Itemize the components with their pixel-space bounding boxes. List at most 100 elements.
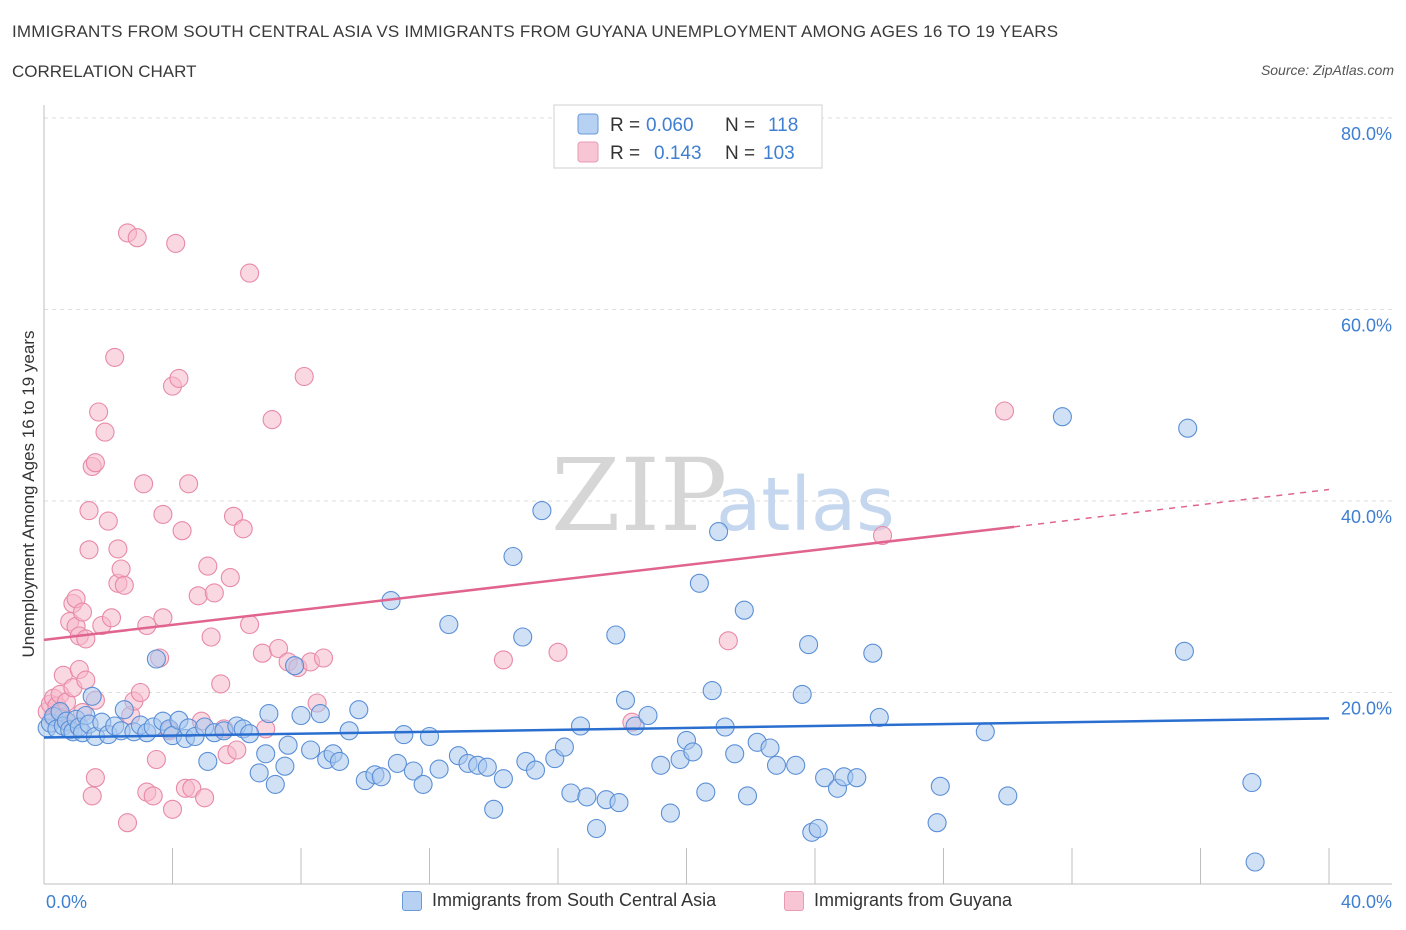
point-south-central-asia-65 — [439, 614, 459, 635]
point-guyana-79 — [262, 410, 282, 430]
y-tick-labels: 20.0% 40.0% 60.0% 80.0% — [1341, 124, 1392, 719]
point-south-central-asia-109 — [808, 818, 828, 839]
point-south-central-asia-113 — [847, 768, 867, 788]
point-guyana-48 — [143, 786, 163, 806]
trend-line-guyana-extension — [1014, 488, 1330, 528]
point-guyana-22 — [79, 501, 99, 521]
point-guyana-57 — [169, 368, 189, 388]
point-south-central-asia-47 — [291, 705, 311, 726]
point-south-central-asia-46 — [285, 656, 305, 676]
point-south-central-asia-121 — [1178, 418, 1198, 438]
legend-swatch-blue — [402, 890, 422, 911]
stats-r-value-blue: 0.060 — [646, 115, 694, 136]
point-guyana-52 — [153, 504, 173, 524]
point-guyana-68 — [211, 674, 231, 694]
point-south-central-asia-80 — [570, 716, 591, 736]
point-south-central-asia-62 — [413, 774, 433, 794]
point-guyana-49 — [146, 749, 166, 770]
legend-item-south-central-asia: Immigrants from South Central Asia — [402, 890, 716, 911]
point-guyana-23 — [79, 540, 99, 560]
point-south-central-asia-124 — [1245, 852, 1265, 872]
point-south-central-asia-42 — [259, 704, 279, 724]
point-guyana-26 — [85, 768, 105, 788]
point-south-central-asia-14 — [82, 686, 102, 706]
stats-r-label-pink: R = — [610, 143, 640, 164]
point-south-central-asia-119 — [998, 786, 1018, 806]
point-guyana-83 — [294, 366, 314, 387]
point-south-central-asia-49 — [310, 704, 330, 724]
point-south-central-asia-105 — [786, 755, 806, 775]
point-south-central-asia-79 — [561, 783, 581, 803]
point-south-central-asia-60 — [394, 725, 414, 745]
point-guyana-25 — [82, 786, 102, 806]
point-south-central-asia-85 — [609, 793, 629, 813]
point-south-central-asia-64 — [429, 759, 449, 779]
legend-swatch-pink — [784, 890, 804, 911]
point-guyana-44 — [130, 682, 150, 703]
watermark: ZIP atlas — [551, 437, 895, 554]
point-south-central-asia-34 — [198, 751, 218, 771]
point-south-central-asia-97 — [709, 522, 729, 542]
point-south-central-asia-99 — [725, 744, 745, 764]
point-south-central-asia-71 — [493, 769, 513, 789]
point-south-central-asia-61 — [403, 761, 423, 781]
source-label: Source: ZipAtlas.com — [1260, 62, 1394, 78]
point-guyana-37 — [111, 559, 131, 579]
point-guyana-71 — [220, 568, 240, 588]
point-guyana-27 — [85, 453, 105, 473]
y-axis-label: Unemployment Among Ages 16 to 19 years — [19, 331, 38, 658]
point-south-central-asia-73 — [513, 627, 533, 647]
series-south-central-asia-points — [37, 407, 1265, 872]
point-guyana-21 — [76, 670, 96, 690]
point-south-central-asia-115 — [869, 707, 889, 727]
point-south-central-asia-89 — [651, 755, 671, 775]
stats-n-label-blue: N = — [725, 115, 755, 136]
point-south-central-asia-20 — [114, 700, 134, 720]
point-guyana-90 — [718, 631, 738, 651]
point-south-central-asia-86 — [615, 690, 636, 710]
point-south-central-asia-122 — [1174, 641, 1194, 661]
point-south-central-asia-96 — [702, 681, 722, 701]
point-south-central-asia-103 — [760, 738, 780, 758]
point-south-central-asia-72 — [503, 546, 523, 567]
point-south-central-asia-123 — [1242, 772, 1262, 793]
point-south-central-asia-78 — [554, 737, 574, 757]
point-south-central-asia-84 — [606, 625, 626, 645]
point-south-central-asia-25 — [146, 649, 166, 669]
point-guyana-39 — [117, 813, 138, 833]
point-south-central-asia-57 — [371, 767, 391, 787]
point-south-central-asia-82 — [586, 818, 607, 839]
point-guyana-74 — [233, 519, 253, 539]
stats-legend-swatch-blue — [577, 113, 599, 135]
point-south-central-asia-110 — [815, 768, 835, 788]
watermark-zip: ZIP — [551, 437, 727, 554]
point-guyana-34 — [105, 347, 125, 367]
chart-subtitle: CORRELATION CHART — [12, 62, 197, 81]
stats-legend-swatch-pink — [577, 141, 599, 163]
legend-label-guyana: Immigrants from Guyana — [814, 890, 1013, 910]
point-south-central-asia-63 — [419, 726, 440, 747]
point-south-central-asia-120 — [1052, 407, 1072, 427]
point-south-central-asia-88 — [638, 705, 658, 726]
point-south-central-asia-95 — [696, 782, 716, 802]
point-south-central-asia-93 — [683, 742, 703, 762]
grid — [44, 117, 1392, 693]
point-south-central-asia-70 — [484, 799, 504, 819]
point-south-central-asia-87 — [625, 716, 645, 736]
point-guyana-64 — [195, 788, 215, 808]
x-tick-label-1: 40.0% — [1341, 892, 1392, 912]
point-south-central-asia-118 — [975, 722, 995, 742]
point-guyana-88 — [548, 642, 568, 662]
point-south-central-asia-114 — [863, 643, 883, 663]
y-tick-label-0: 20.0% — [1341, 699, 1392, 719]
point-south-central-asia-107 — [799, 635, 819, 655]
axes — [43, 105, 1392, 885]
point-south-central-asia-100 — [734, 600, 754, 620]
point-south-central-asia-94 — [689, 573, 709, 593]
point-guyana-60 — [179, 474, 199, 494]
point-south-central-asia-43 — [265, 774, 285, 794]
point-guyana-54 — [162, 799, 183, 819]
x-tick-labels: 0.0% 40.0% — [46, 892, 1392, 912]
point-guyana-62 — [188, 586, 208, 606]
trend-line-south-central-asia — [43, 717, 1330, 739]
